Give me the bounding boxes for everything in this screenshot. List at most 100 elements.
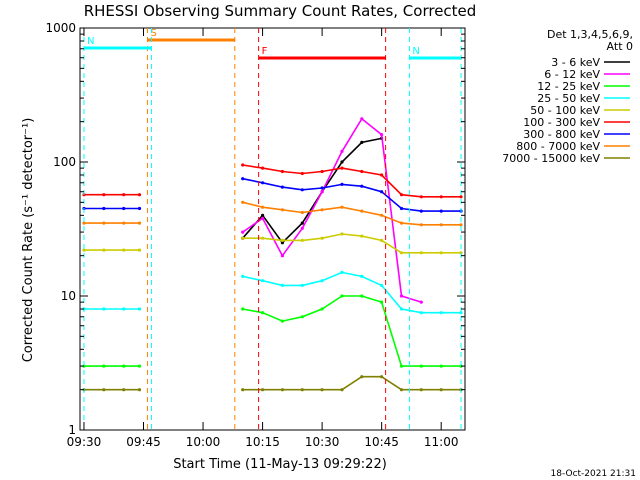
data-point xyxy=(340,160,344,164)
data-point xyxy=(137,248,142,252)
data-point xyxy=(320,186,324,190)
data-point xyxy=(380,213,384,217)
series-line xyxy=(82,375,463,392)
plot-area: S N N F xyxy=(79,27,466,431)
legend-label: 800 - 7000 keV xyxy=(516,140,600,153)
legend-entry: 50 - 100 keV xyxy=(530,104,630,117)
data-point xyxy=(280,238,284,242)
data-point xyxy=(241,236,245,240)
legend-label: 25 - 50 keV xyxy=(537,92,600,105)
y-axis-label: Corrected Count Rate (s⁻¹ detector⁻¹) xyxy=(21,118,36,363)
data-point xyxy=(261,216,265,220)
data-point xyxy=(261,181,265,185)
data-point xyxy=(340,166,344,170)
y-axis: 1 10 100 1000 xyxy=(45,21,465,437)
data-point xyxy=(360,209,364,213)
data-point xyxy=(300,238,304,242)
data-point xyxy=(261,236,265,240)
footer-timestamp: 18-Oct-2021 21:31 xyxy=(551,469,636,479)
data-point xyxy=(459,251,463,255)
series-line xyxy=(82,270,463,315)
data-point xyxy=(419,223,423,227)
data-point xyxy=(360,375,364,379)
data-point xyxy=(360,234,364,238)
legend-label: 100 - 300 keV xyxy=(523,116,600,129)
data-point xyxy=(320,169,324,174)
data-point xyxy=(137,364,142,368)
data-point xyxy=(300,388,304,392)
data-point xyxy=(300,283,304,287)
data-point xyxy=(360,184,364,188)
data-point xyxy=(419,311,423,315)
data-point xyxy=(300,171,304,176)
data-point xyxy=(320,279,324,283)
data-point xyxy=(280,388,284,392)
data-point xyxy=(360,140,364,144)
legend-title: Att 0 xyxy=(607,40,633,53)
data-point xyxy=(102,248,106,252)
data-point xyxy=(459,311,463,315)
flag-label: F xyxy=(262,46,268,57)
series-line xyxy=(241,117,423,304)
data-point xyxy=(419,195,423,199)
x-tick-label: 09:30 xyxy=(67,435,102,449)
y-tick-label: 1 xyxy=(68,423,76,437)
plot-frame xyxy=(79,27,466,431)
data-point xyxy=(340,294,344,298)
data-point xyxy=(340,182,344,186)
data-point xyxy=(137,206,142,211)
data-point xyxy=(320,208,324,212)
data-point xyxy=(360,169,364,174)
data-point xyxy=(82,248,86,252)
data-point xyxy=(439,223,443,227)
flag-bar: N xyxy=(83,28,152,430)
data-point xyxy=(102,364,106,368)
data-point xyxy=(419,364,423,368)
data-point xyxy=(380,283,384,287)
data-point xyxy=(280,283,284,287)
data-point xyxy=(399,206,404,211)
data-point xyxy=(399,221,404,225)
data-point xyxy=(380,375,384,379)
data-point xyxy=(102,388,106,392)
data-point xyxy=(241,177,245,181)
flag-label: S xyxy=(150,28,156,39)
y-tick-label: 100 xyxy=(53,155,76,169)
data-point xyxy=(280,319,284,323)
legend-entry: 3 - 6 keV xyxy=(551,56,630,69)
x-tick-label: 10:30 xyxy=(305,435,340,449)
data-point xyxy=(102,221,106,225)
data-point xyxy=(122,221,126,225)
x-tick-label: 10:45 xyxy=(364,435,399,449)
data-point xyxy=(261,279,265,283)
data-point xyxy=(261,213,265,217)
data-point xyxy=(399,307,404,311)
data-point xyxy=(399,364,404,368)
data-point xyxy=(439,209,443,213)
legend-label: 50 - 100 keV xyxy=(530,104,600,117)
data-point xyxy=(241,230,245,234)
data-point xyxy=(280,241,284,245)
legend-label: 7000 - 15000 keV xyxy=(502,152,600,165)
data-point xyxy=(419,209,423,213)
data-point xyxy=(399,251,404,255)
data-point xyxy=(122,307,126,311)
data-point xyxy=(439,195,443,199)
data-point xyxy=(459,195,463,199)
series-line xyxy=(82,232,463,255)
x-axis: 09:30 09:45 10:00 10:15 10:30 10:45 11:00 xyxy=(67,28,458,449)
legend-label: 3 - 6 keV xyxy=(551,56,600,69)
data-point xyxy=(320,190,324,194)
data-point xyxy=(380,173,384,177)
data-point xyxy=(380,238,384,242)
data-point xyxy=(399,294,404,298)
legend-label: 6 - 12 keV xyxy=(544,68,600,81)
data-point xyxy=(122,193,126,197)
data-point xyxy=(360,294,364,298)
series-line xyxy=(82,294,463,368)
data-point xyxy=(241,388,245,392)
legend-entry: 800 - 7000 keV xyxy=(516,140,630,153)
data-point xyxy=(102,193,106,197)
data-point xyxy=(137,221,142,225)
